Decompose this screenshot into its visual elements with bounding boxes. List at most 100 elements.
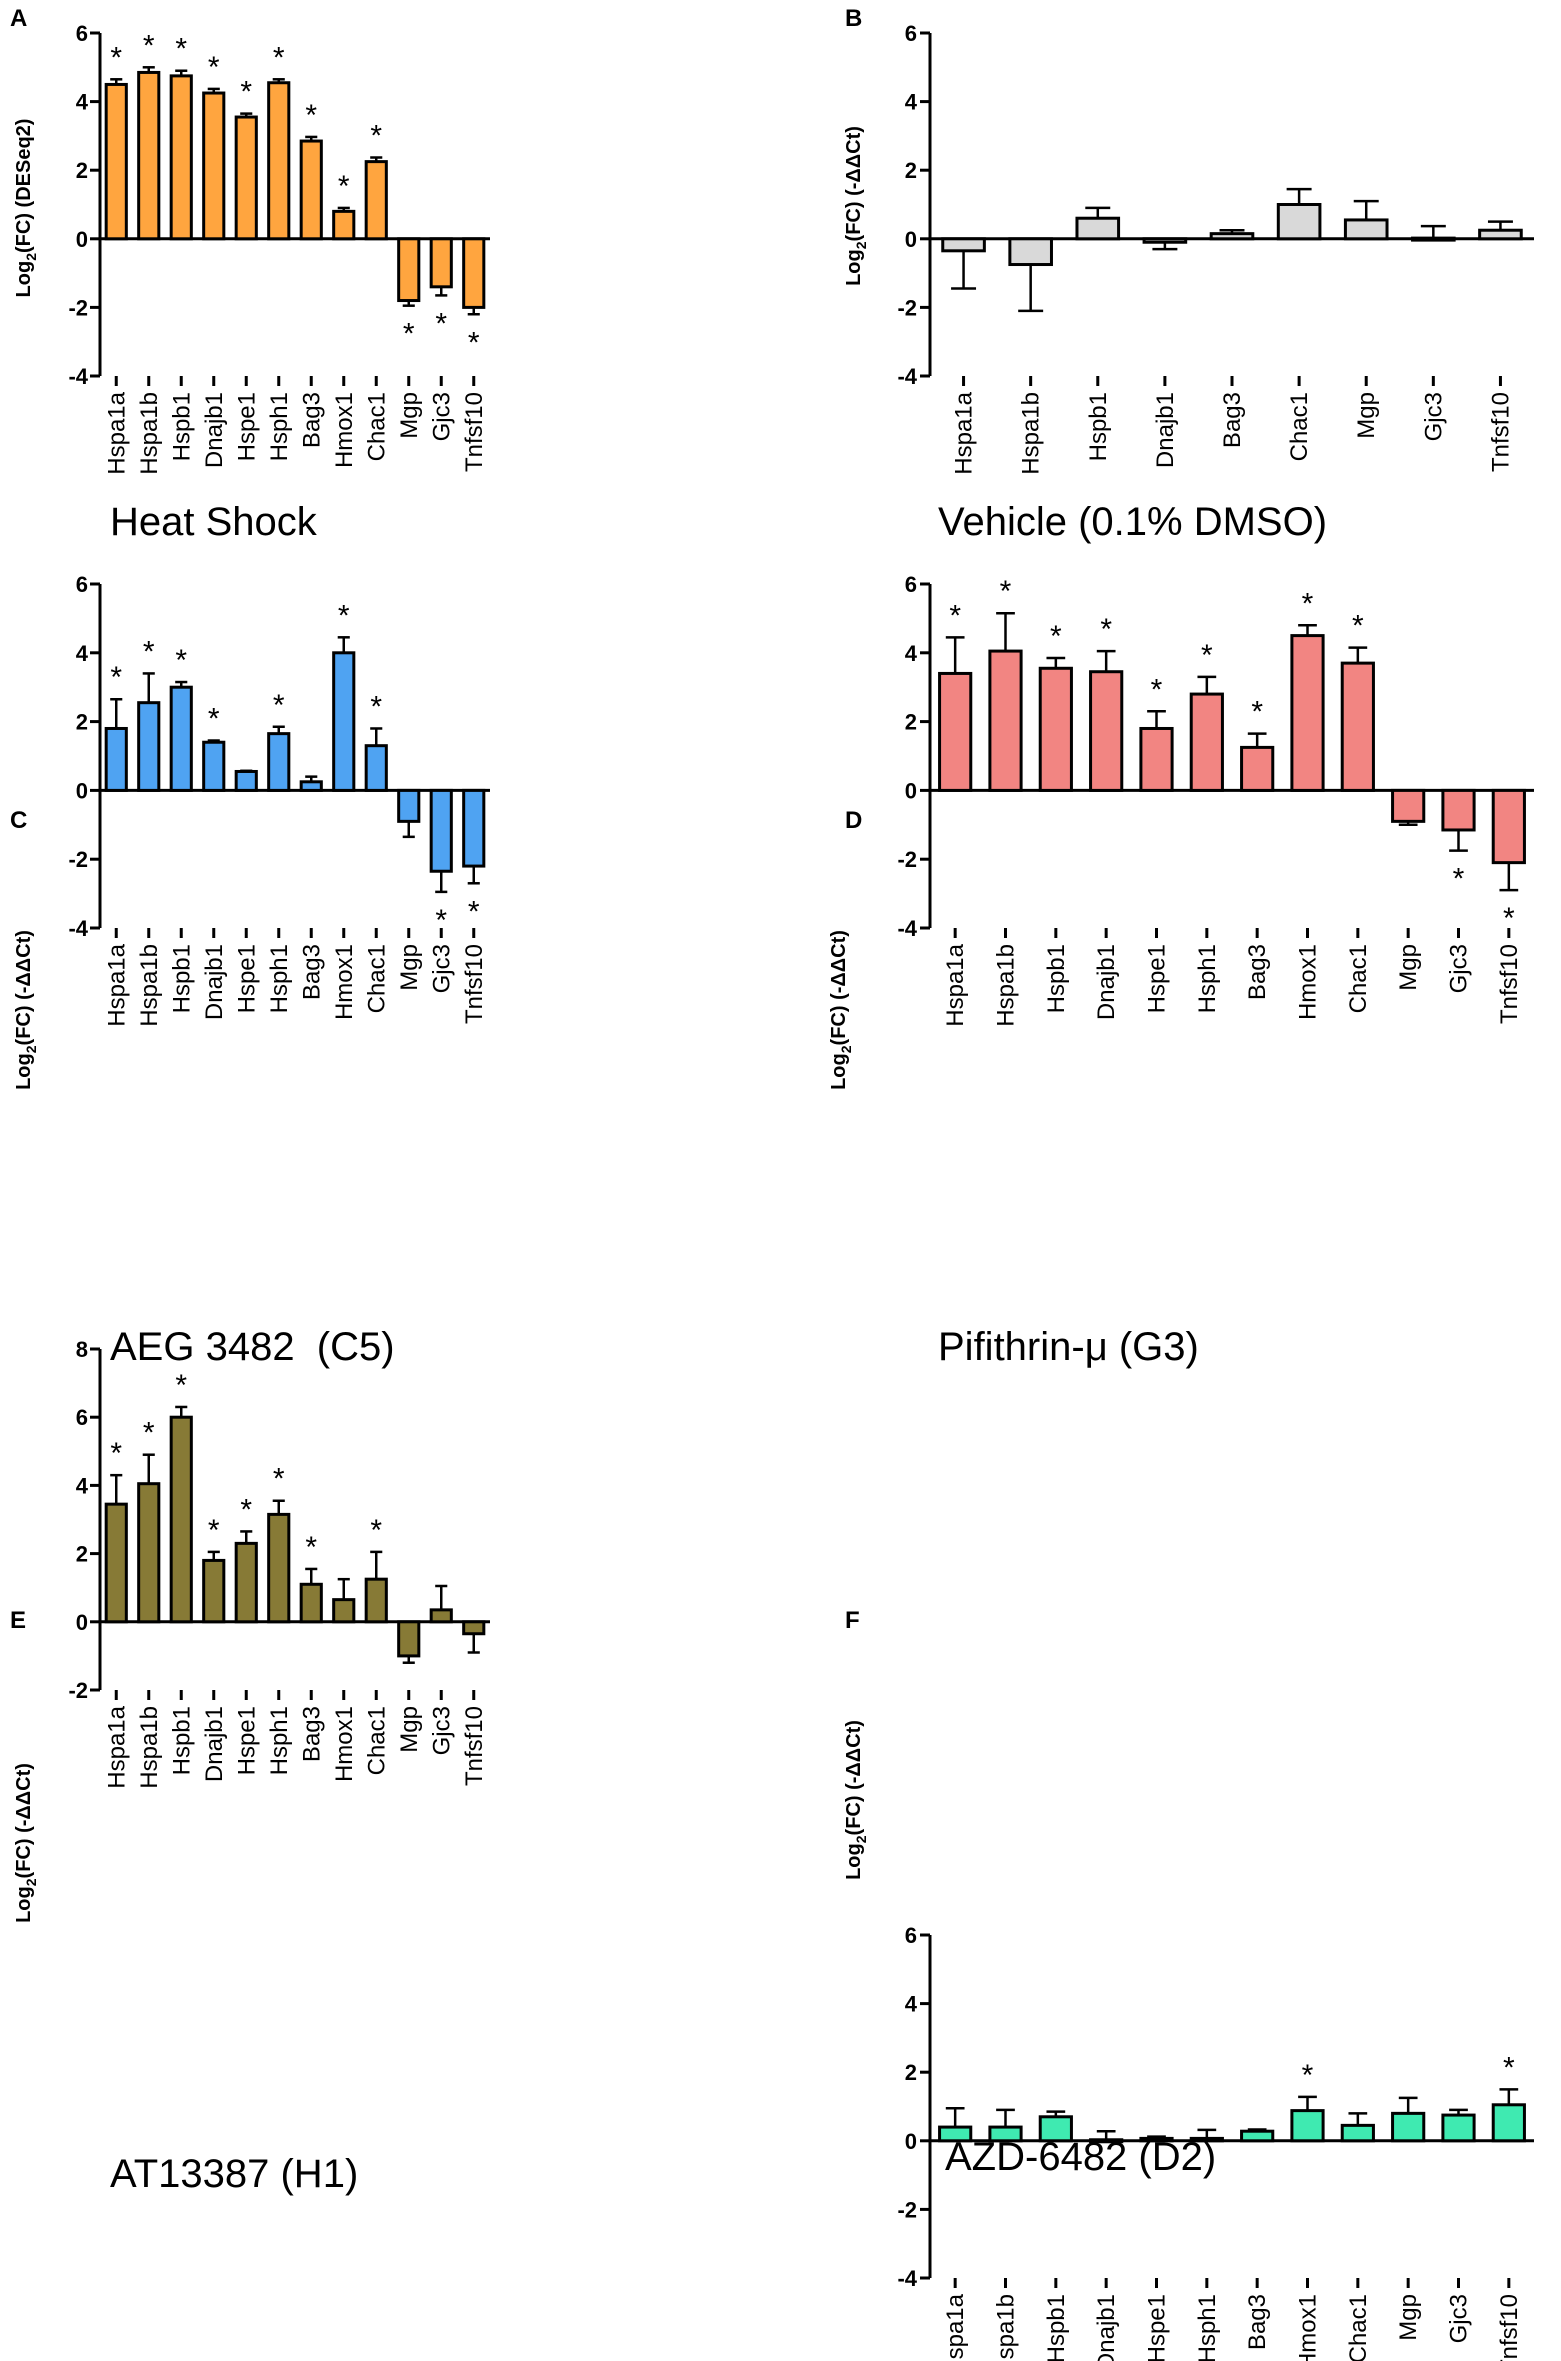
y-tick-label: 6 xyxy=(905,572,917,597)
bar-hsph1 xyxy=(1189,2136,1224,2143)
bar-hspa1a xyxy=(104,1502,128,1624)
y-tick-label: 0 xyxy=(76,1610,88,1635)
bar-hspa1b xyxy=(988,2125,1023,2143)
significance-star: * xyxy=(1100,613,1112,646)
y-tick-label: 0 xyxy=(905,2129,917,2154)
category-label: Hmox1 xyxy=(331,1706,358,1782)
significance-star: * xyxy=(468,326,480,359)
panel-title: Vehicle (0.1% DMSO) xyxy=(938,500,1327,544)
significance-star: * xyxy=(110,661,122,694)
category-label: Bag3 xyxy=(1219,392,1246,448)
y-tick-label: 0 xyxy=(905,778,917,803)
bar-hspe1 xyxy=(234,1541,258,1624)
significance-star: * xyxy=(1251,696,1263,729)
category-label: Hspb1 xyxy=(168,392,195,461)
y-tick-label: 6 xyxy=(905,1923,917,1948)
y-tick-label: 4 xyxy=(905,1992,918,2017)
bar-hspa1b xyxy=(988,649,1023,792)
significance-star: * xyxy=(143,635,155,668)
significance-star: * xyxy=(110,41,122,74)
category-label: Hspa1b xyxy=(993,944,1020,1027)
bar-hsph1 xyxy=(1189,692,1224,792)
bar-hspa1a xyxy=(938,671,973,792)
category-label: Hmox1 xyxy=(331,392,358,468)
category-label: Hspb1 xyxy=(1043,944,1070,1013)
y-tick-label: 6 xyxy=(905,21,917,46)
panel-letter: E xyxy=(10,1607,26,1634)
bar-tnfsf10 xyxy=(462,1620,486,1636)
svg-text:Log2(FC) (-ΔΔCt): Log2(FC) (-ΔΔCt) xyxy=(13,930,39,1090)
significance-star: * xyxy=(143,29,155,62)
category-label: Chac1 xyxy=(363,392,390,461)
y-tick-label: -2 xyxy=(897,847,917,872)
category-label: Hsph1 xyxy=(266,392,293,461)
y-tick-label: -2 xyxy=(68,1678,88,1703)
category-label: Hsph1 xyxy=(1194,944,1221,1013)
bar-mgp xyxy=(397,1620,421,1658)
category-label: Gjc3 xyxy=(1420,392,1447,441)
bar-tnfsf10 xyxy=(462,788,486,868)
category-label: Tnfsf10 xyxy=(461,1706,488,1786)
bar-hspb1 xyxy=(169,1415,193,1624)
bar-hspa1a xyxy=(938,2125,973,2143)
category-label: Chac1 xyxy=(1345,944,1372,1013)
category-label: Hspe1 xyxy=(233,1706,260,1775)
bar-gjc3 xyxy=(429,237,453,289)
bar-gjc3 xyxy=(1441,2113,1476,2143)
bar-hspa1a xyxy=(104,726,128,792)
significance-star: * xyxy=(1503,902,1515,935)
significance-star: * xyxy=(143,1417,155,1450)
bar-bag3 xyxy=(299,780,323,792)
y-tick-label: 4 xyxy=(76,1473,89,1498)
panel-title: AEG 3482 (C5) xyxy=(110,1325,395,1369)
category-label: Tnfsf10 xyxy=(1487,392,1514,472)
y-tick-label: -4 xyxy=(68,364,88,389)
category-label: Chac1 xyxy=(363,944,390,1013)
bar-dnajb1 xyxy=(202,740,226,792)
significance-star: * xyxy=(1201,639,1213,672)
category-label: Chac1 xyxy=(1286,392,1313,461)
y-tick-label: 6 xyxy=(76,572,88,597)
panel-title: Pifithrin-μ (G3) xyxy=(938,1325,1199,1369)
bar-hmox1 xyxy=(1290,2109,1325,2143)
significance-star: * xyxy=(273,41,285,74)
bar-gjc3 xyxy=(1411,236,1456,242)
bar-hspb1 xyxy=(1075,216,1121,241)
bar-tnfsf10 xyxy=(1491,788,1526,865)
panel-letter: F xyxy=(845,1607,860,1634)
category-label: Tnfsf10 xyxy=(461,944,488,1024)
y-axis-label: Log2(FC) (-ΔΔCt) xyxy=(843,1720,869,1880)
significance-star: * xyxy=(208,703,220,736)
category-label: Mgp xyxy=(396,1706,423,1753)
panel-title: Heat Shock xyxy=(110,500,318,544)
category-label: Tnfsf10 xyxy=(461,392,488,472)
panel-b-vehicle: B Log2(FC) (-ΔΔCt) Vehicle (0.1% DMSO) -… xyxy=(843,5,1534,544)
category-label: Hspa1a xyxy=(942,2293,969,2361)
y-axis-label: Log2(FC) (-ΔΔCt) xyxy=(13,1763,39,1923)
significance-star: * xyxy=(403,318,415,351)
category-label: Hspe1 xyxy=(233,392,260,461)
y-axis-label: Log2(FC) (-ΔΔCt) xyxy=(13,930,39,1090)
category-label: Gjc3 xyxy=(428,392,455,441)
panel-d-pifithrin: D Log2(FC) (-ΔΔCt) Pifithrin-μ (G3) -4 -2… xyxy=(828,572,1534,1369)
category-label: Dnajb1 xyxy=(1152,392,1179,468)
y-tick-label: 4 xyxy=(905,90,918,115)
bar-dnajb1 xyxy=(202,91,226,241)
y-tick-label: 4 xyxy=(76,641,89,666)
bar-hspe1 xyxy=(234,115,258,241)
bar-gjc3 xyxy=(1441,788,1476,832)
category-label: Mgp xyxy=(1395,2294,1422,2341)
panel-letter: D xyxy=(845,807,862,834)
category-label: Hspa1b xyxy=(136,392,163,475)
y-tick-label: -2 xyxy=(897,295,917,320)
bar-hspb1 xyxy=(169,74,193,241)
bar-hspb1 xyxy=(1038,666,1073,792)
bar-hspe1 xyxy=(1139,2136,1174,2143)
y-tick-label: 2 xyxy=(76,710,88,735)
category-label: Bag3 xyxy=(1244,944,1271,1000)
category-label: Hspb1 xyxy=(168,944,195,1013)
bar-chac1 xyxy=(1340,661,1375,792)
significance-star: * xyxy=(175,644,187,677)
bar-bag3 xyxy=(299,139,323,241)
